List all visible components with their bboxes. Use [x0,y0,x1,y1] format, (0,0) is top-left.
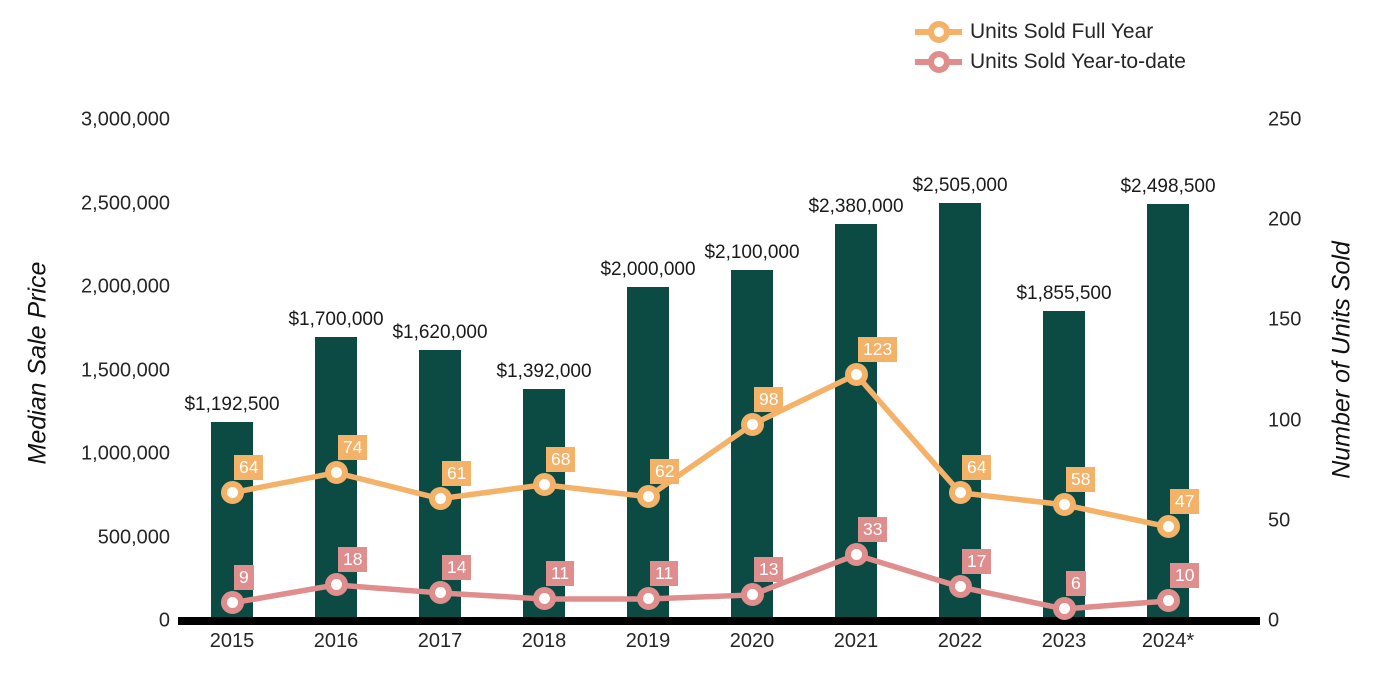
data-point-ytd-2023[interactable] [1052,597,1076,621]
legend: Units Sold Full Year Units Sold Year-to-… [915,17,1186,77]
x-axis-label-2016: 2016 [313,630,359,652]
right-axis-tick-label: 50 [1268,509,1291,532]
data-point-full-year-2023[interactable] [1052,493,1076,517]
point-label-full-year: 98 [754,386,784,412]
point-label-ytd: 33 [858,516,888,542]
point-label-full-year: 58 [1066,466,1096,492]
point-label-full-year: 61 [442,460,472,486]
bar-value-label: $1,192,500 [184,393,280,415]
open-circle-marker-icon [927,21,950,43]
legend-label-ytd: Units Sold Year-to-date [970,50,1186,73]
left-axis-tick-label: 3,000,000 [81,108,170,131]
data-point-ytd-2021[interactable] [844,543,868,567]
legend-item-units-sold-ytd[interactable]: Units Sold Year-to-date [915,47,1186,77]
data-point-full-year-2015[interactable] [220,481,244,505]
bar-value-label: $1,392,000 [496,360,592,382]
data-point-full-year-2021[interactable] [844,363,868,386]
point-label-full-year: 62 [650,458,680,484]
point-label-full-year: 47 [1170,488,1200,514]
left-axis-tick-label: 1,500,000 [81,359,170,381]
data-point-ytd-2015[interactable] [220,591,244,615]
data-point-ytd-2020[interactable] [740,583,764,607]
x-axis-line [178,617,1260,625]
bar-value-label: $1,700,000 [288,309,384,331]
point-label-full-year: 123 [858,336,898,362]
data-point-full-year-2018[interactable] [532,473,556,497]
legend-label-full-year: Units Sold Full Year [970,20,1154,43]
legend-line-swatch-ytd [915,51,962,73]
open-circle-marker-icon [927,51,950,73]
x-axis-label-2018: 2018 [521,630,567,652]
right-axis-tick-label: 0 [1268,609,1280,632]
bar-value-label: $2,000,000 [600,259,696,280]
point-label-ytd: 11 [650,560,679,586]
point-label-ytd: 6 [1066,570,1086,596]
right-axis-tick-label: 250 [1268,108,1302,131]
x-axis-label-2017: 2017 [417,630,463,652]
x-axis-label-2023: 2023 [1041,630,1087,652]
point-label-ytd: 18 [338,546,368,572]
data-point-full-year-2020[interactable] [740,413,764,437]
right-axis-tick-label: 150 [1268,308,1302,331]
data-point-ytd-2019[interactable] [636,587,660,611]
point-label-ytd: 17 [962,548,992,574]
point-label-full-year: 64 [234,454,264,480]
point-label-full-year: 64 [962,454,992,480]
bar-value-label: $1,855,500 [1016,283,1112,305]
x-axis-label-2020: 2020 [729,630,775,652]
data-point-ytd-2022[interactable] [948,575,972,599]
point-label-full-year: 68 [546,446,576,472]
left-axis-tick-label: 2,000,000 [81,275,170,298]
data-point-full-year-2022[interactable] [948,481,972,505]
left-axis-tick-label: 2,500,000 [81,192,170,214]
legend-line-swatch-full-year [915,21,962,43]
bar-value-label: $2,505,000 [912,174,1008,196]
point-label-ytd: 13 [754,556,784,582]
x-axis-label-2015: 2015 [209,630,255,652]
data-point-full-year-2016[interactable] [324,461,348,485]
data-point-ytd-2024[interactable] [1156,589,1180,613]
data-point-full-year-2019[interactable] [636,485,660,509]
point-label-full-year: 74 [338,434,368,460]
legend-item-units-sold-full-year[interactable]: Units Sold Full Year [915,17,1186,47]
right-axis-tick-label: 100 [1268,409,1302,432]
left-axis-tick-label: 1,000,000 [81,442,170,465]
point-label-ytd: 10 [1170,562,1200,588]
x-axis-label-2024: 2024* [1141,630,1195,652]
bar-value-label: $1,620,000 [392,322,488,344]
bar-2024[interactable] [1147,203,1189,621]
left-axis-tick-label: 0 [158,609,170,632]
point-label-ytd: 9 [234,564,254,590]
point-label-ytd: 11 [546,560,575,586]
data-point-ytd-2018[interactable] [532,587,556,611]
line-full-year [231,371,1169,530]
bar-value-label: $2,100,000 [704,242,800,264]
bar-value-label: $2,498,500 [1120,175,1216,197]
data-point-ytd-2017[interactable] [428,581,452,605]
line-year-to-date [231,551,1169,612]
x-axis-label-2019: 2019 [625,630,671,652]
bar-value-label: $2,380,000 [808,195,904,217]
point-label-ytd: 14 [442,554,472,580]
x-axis-label-2021: 2021 [833,630,879,652]
x-axis-label-2022: 2022 [937,630,983,652]
bar-2023[interactable] [1043,311,1085,621]
right-axis-tick-label: 200 [1268,208,1302,231]
data-point-ytd-2016[interactable] [324,573,348,597]
left-axis-tick-label: 500,000 [97,526,170,548]
data-point-full-year-2017[interactable] [428,487,452,511]
data-point-full-year-2024[interactable] [1156,515,1180,539]
